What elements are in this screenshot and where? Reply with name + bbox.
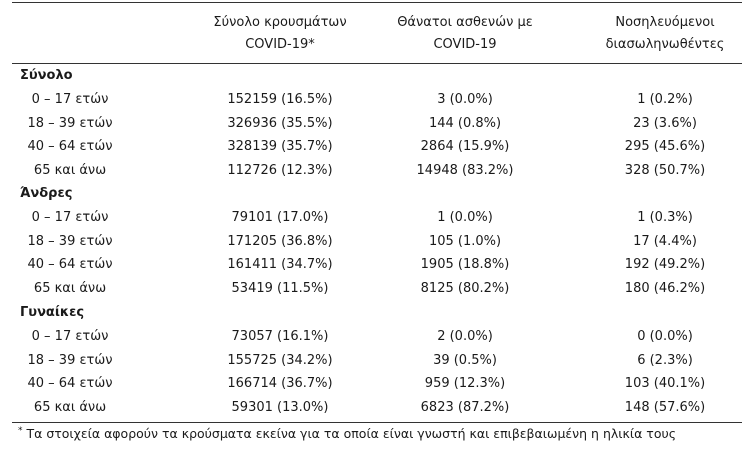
cases-cell: 326936 (35.5%) [227,115,333,131]
intubated-cell: 6 (2.3%) [637,352,693,368]
header-deaths-line1: Θάνατοι ασθενών με [397,15,533,30]
deaths-cell: 39 (0.5%) [433,352,497,368]
intubated-cell: 23 (3.6%) [633,115,697,131]
table-header-rule [12,63,742,64]
section-title: Σύνολο [20,68,73,83]
intubated-cell: 192 (49.2%) [624,257,706,272]
table-row: 0 – 17 ετών 73057 (16.1%) 2 (0.0%) 0 (0.0%) [0,329,754,352]
age-group-label: 18 – 39 ετών [27,115,113,131]
age-group-label: 0 – 17 ετών [31,329,109,344]
cases-cell: 328139 (35.7%) [227,139,333,154]
deaths-cell: 3 (0.0%) [437,92,493,107]
cases-cell: 152159 (16.5%) [227,92,333,107]
deaths-cell: 1 (0.0%) [437,210,493,225]
cases-cell: 171205 (36.8%) [227,233,333,249]
table-row: 0 – 17 ετών 79101 (17.0%) 1 (0.0%) 1 (0.3%) [0,210,754,233]
table-row: 65 και άνω 112726 (12.3%) 14948 (83.2%) 328… [0,163,754,186]
intubated-cell: 0 (0.0%) [637,329,693,344]
intubated-cell: 295 (45.6%) [624,139,706,154]
footnote-text: Τα στοιχεία αφορούν τα κρούσματα εκείνα … [22,426,677,442]
header-deaths-line2: COVID-19 [433,37,497,52]
header-total-cases-line1: Σύνολο κρουσμάτων [213,15,347,30]
cases-cell: 53419 (11.5%) [231,280,329,296]
deaths-cell: 1905 (18.8%) [420,257,510,272]
header-intubated: Νοσηλευόμενοι διασωληνωθέντες [580,12,750,56]
deaths-cell: 959 (12.3%) [424,376,506,391]
age-group-label: 0 – 17 ετών [31,210,109,225]
cases-cell: 155725 (34.2%) [227,352,333,368]
footnote: * Τα στοιχεία αφορούν τα κρούσματα εκείν… [18,426,676,441]
deaths-cell: 144 (0.8%) [428,115,502,131]
cases-cell: 79101 (17.0%) [231,210,329,225]
cases-cell: 161411 (34.7%) [227,257,333,272]
intubated-cell: 103 (40.1%) [624,376,706,391]
intubated-cell: 180 (46.2%) [624,280,706,296]
deaths-cell: 6823 (87.2%) [420,399,510,415]
header-total-cases: Σύνολο κρουσμάτων COVID-19* [200,12,360,56]
section-title: Άνδρες [20,186,73,201]
table-row: 40 – 64 ετών 161411 (34.7%) 1905 (18.8%) 19… [0,257,754,280]
intubated-cell: 1 (0.2%) [637,92,693,107]
header-intubated-line1: Νοσηλευόμενοι [615,15,715,30]
age-group-label: 18 – 39 ετών [27,352,113,368]
footnote-marker: * [18,426,23,436]
age-group-label: 18 – 39 ετών [27,233,113,249]
intubated-cell: 1 (0.3%) [637,210,693,225]
age-group-label: 40 – 64 ετών [27,139,113,154]
table-row: 65 και άνω 59301 (13.0%) 6823 (87.2%) 148 (… [0,400,754,423]
table-row: 40 – 64 ετών 328139 (35.7%) 2864 (15.9%) 29… [0,139,754,162]
table-row: 40 – 64 ετών 166714 (36.7%) 959 (12.3%) 103… [0,376,754,399]
table-row: 0 – 17 ετών 152159 (16.5%) 3 (0.0%) 1 (0.2%… [0,92,754,115]
deaths-cell: 105 (1.0%) [428,233,502,249]
table-row: 18 – 39 ετών 171205 (36.8%) 105 (1.0%) 17 (… [0,234,754,257]
age-group-label: 40 – 64 ετών [27,257,113,272]
table-top-rule [12,2,742,3]
cases-cell: 59301 (13.0%) [231,399,329,415]
section-title: Γυναίκες [20,305,85,320]
deaths-cell: 2864 (15.9%) [420,139,510,154]
table-row: 18 – 39 ετών 155725 (34.2%) 39 (0.5%) 6 (2.… [0,353,754,376]
age-group-label: 40 – 64 ετών [27,376,113,391]
intubated-cell: 148 (57.6%) [624,399,706,415]
deaths-cell: 2 (0.0%) [437,329,493,344]
age-group-label: 65 και άνω [33,162,107,178]
deaths-cell: 8125 (80.2%) [420,280,510,296]
cases-cell: 73057 (16.1%) [231,329,329,344]
table-row: 65 και άνω 53419 (11.5%) 8125 (80.2%) 180 (… [0,281,754,304]
cases-cell: 112726 (12.3%) [227,162,333,178]
intubated-cell: 17 (4.4%) [633,233,697,249]
table-bottom-rule [12,422,742,423]
intubated-cell: 328 (50.7%) [624,162,706,178]
header-intubated-line2: διασωληνωθέντες [605,37,725,52]
table-row: 18 – 39 ετών 326936 (35.5%) 144 (0.8%) 23 (… [0,116,754,139]
age-group-label: 0 – 17 ετών [31,92,109,107]
header-total-cases-line2: COVID-19* [245,37,315,52]
cases-cell: 166714 (36.7%) [227,376,333,391]
age-group-label: 65 και άνω [33,399,107,415]
deaths-cell: 14948 (83.2%) [416,162,514,178]
age-group-label: 65 και άνω [33,280,107,296]
header-deaths: Θάνατοι ασθενών με COVID-19 [385,12,545,56]
